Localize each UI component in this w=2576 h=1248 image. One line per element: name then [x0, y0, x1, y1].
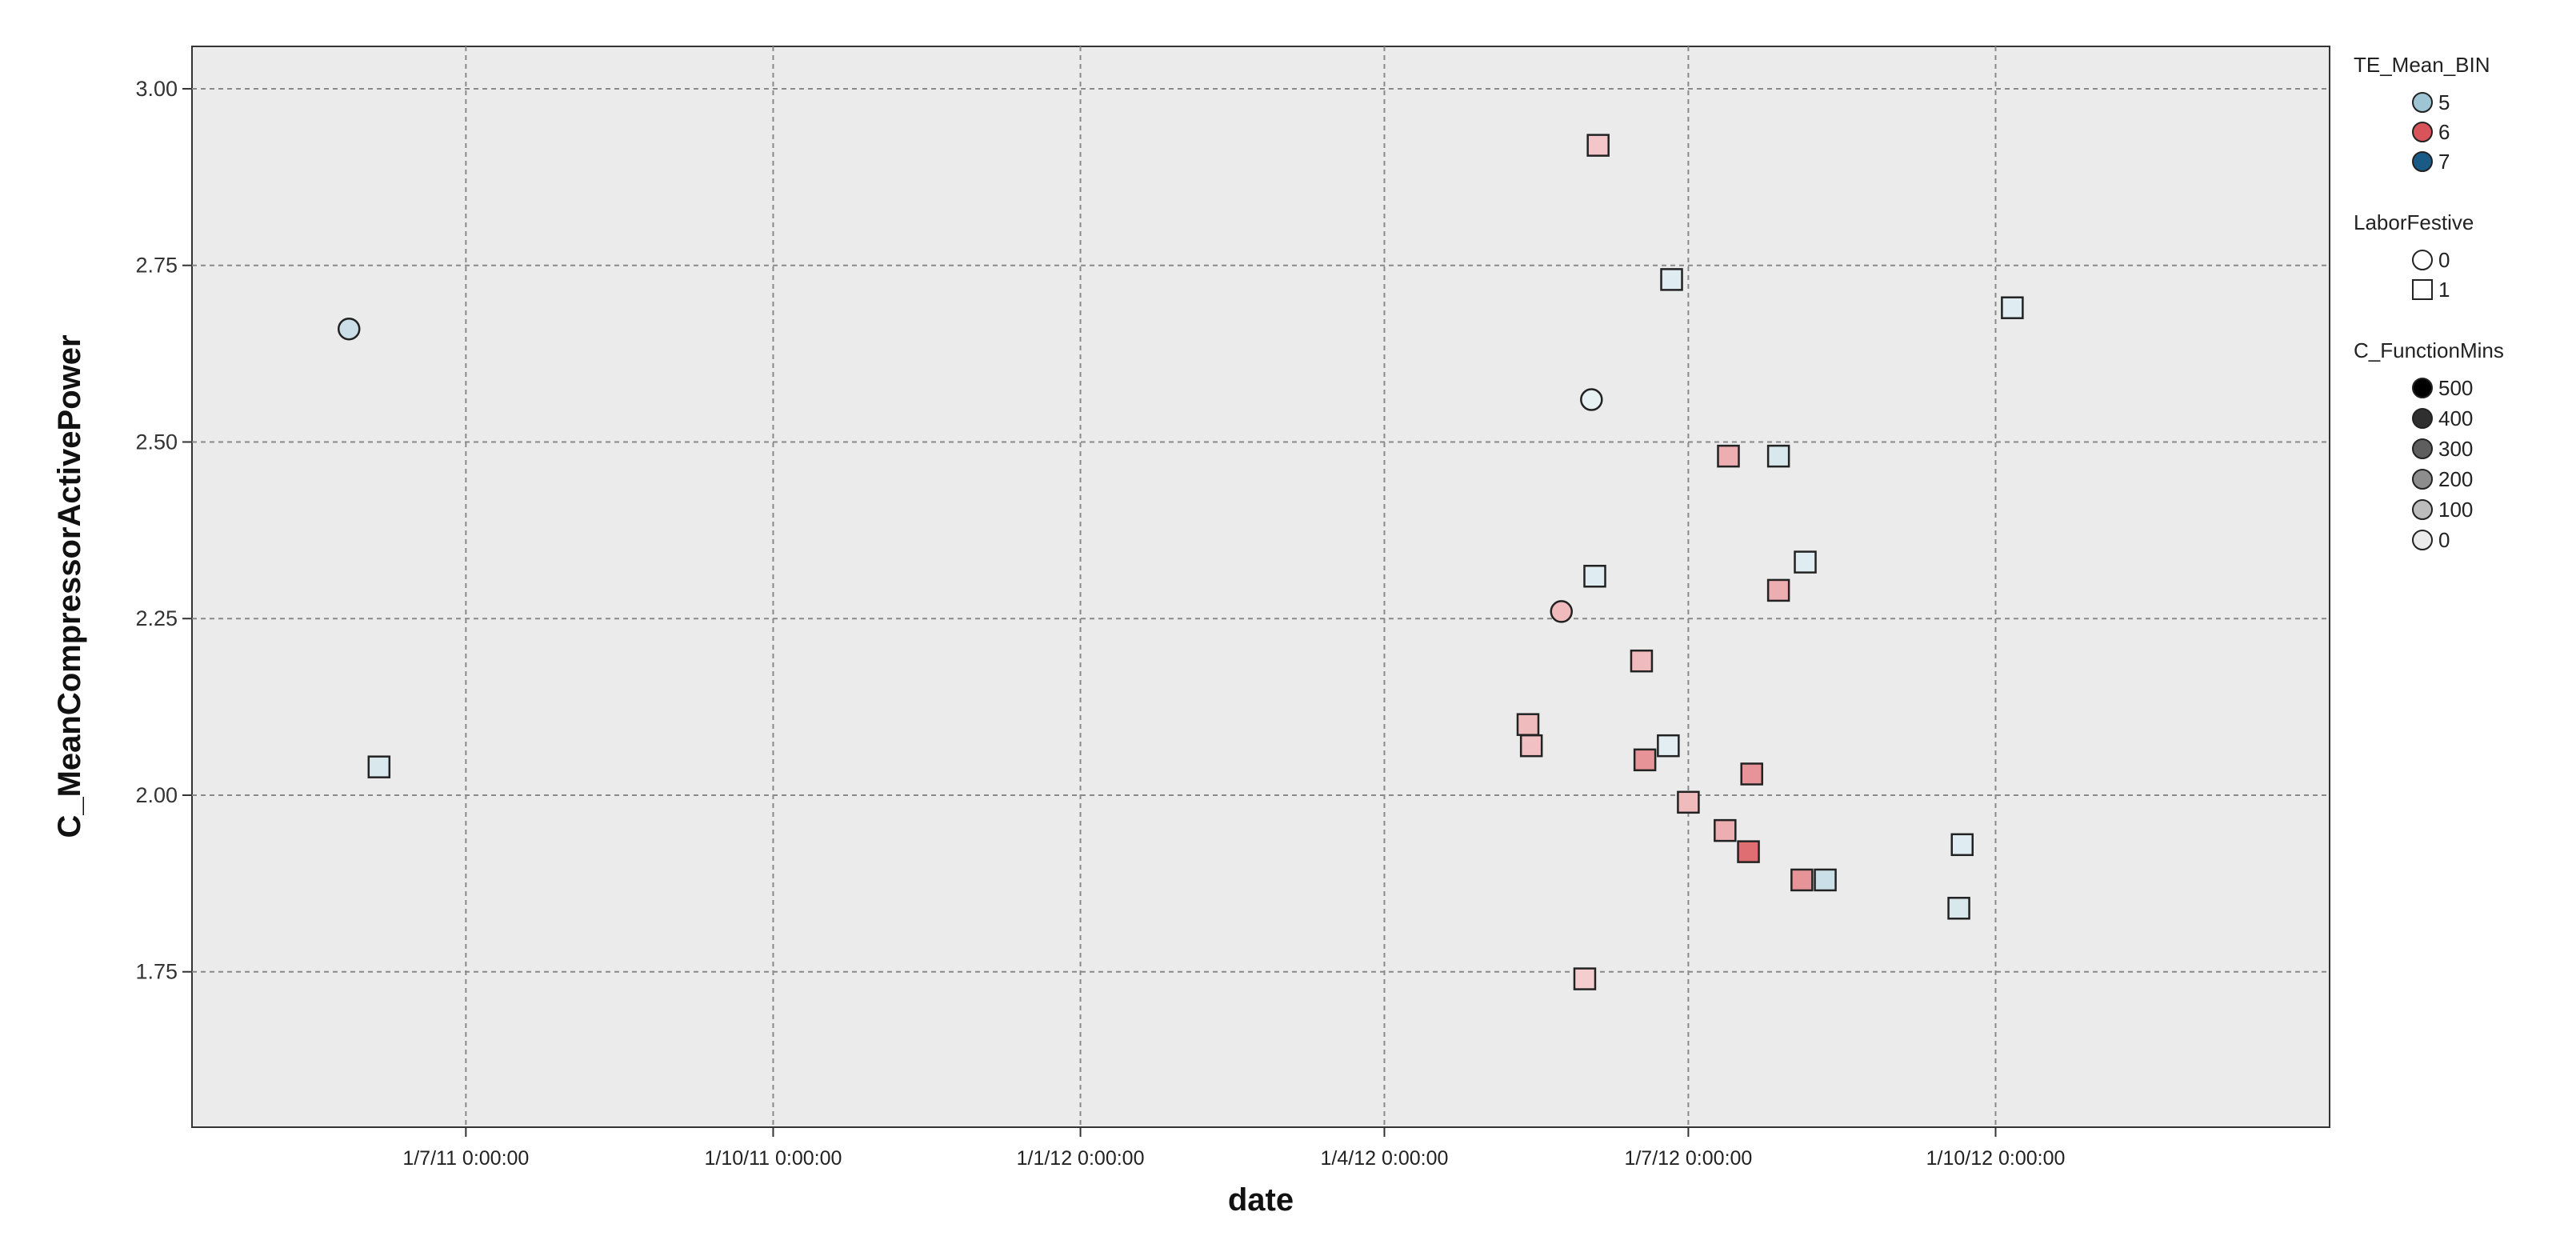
- legend-marker: [2412, 438, 2433, 459]
- y-axis-ticks: 1.75 2.00 2.25 2.50 2.75 3.00: [135, 77, 192, 984]
- legend-item-label: 500: [2438, 376, 2473, 400]
- data-point-square: [1950, 833, 1974, 857]
- data-point-square: [1630, 649, 1654, 673]
- legend-item-label: 200: [2438, 467, 2473, 491]
- legend: TE_Mean_BIN 5 6 7 LaborFestive 0 1 C_FunctionMi…: [2354, 53, 2504, 552]
- data-point-square: [1947, 897, 1970, 920]
- y-tick-label: 2.00: [135, 783, 178, 807]
- data-point-circle: [1550, 600, 1573, 623]
- data-point-square: [1740, 762, 1763, 786]
- y-tick-label: 2.25: [135, 606, 178, 630]
- legend-marker: [2412, 279, 2433, 300]
- legend-marker: [2412, 92, 2433, 113]
- legend-marker: [2412, 469, 2433, 490]
- legend-item-label: 400: [2438, 406, 2473, 430]
- legend-title: LaborFestive: [2354, 210, 2474, 234]
- legend-marker: [2412, 499, 2433, 520]
- y-tick-label: 3.00: [135, 77, 178, 101]
- legend-item-label: 100: [2438, 498, 2473, 522]
- legend-marker: [2412, 151, 2433, 172]
- data-point-circle: [337, 317, 361, 341]
- data-point-square: [1573, 967, 1597, 990]
- plot-area: [191, 46, 2330, 1128]
- data-point-square: [1633, 748, 1657, 772]
- data-points: [337, 134, 2024, 990]
- data-point-square: [2001, 296, 2024, 319]
- legend-item-label: 5: [2438, 90, 2450, 114]
- data-point-square: [1714, 818, 1737, 842]
- x-tick-label: 1/10/11 0:00:00: [704, 1147, 842, 1170]
- data-point-square: [1677, 790, 1700, 814]
- data-point-square: [1516, 713, 1540, 736]
- legend-marker: [2412, 122, 2433, 142]
- data-point-square: [1586, 134, 1610, 157]
- x-tick-label: 1/1/12 0:00:00: [1017, 1147, 1145, 1170]
- legend-title: TE_Mean_BIN: [2354, 53, 2490, 77]
- data-point-square: [1519, 734, 1543, 758]
- data-point-square: [1737, 840, 1760, 863]
- y-tick-label: 1.75: [135, 960, 178, 984]
- x-axis-ticks: 1/7/11 0:00:00 1/10/11 0:00:00 1/1/12 0:00…: [402, 1127, 2065, 1170]
- data-point-square: [1717, 444, 1740, 468]
- data-point-circle: [1580, 388, 1603, 411]
- legend-item-label: 300: [2438, 437, 2473, 461]
- data-point-square: [1583, 565, 1606, 588]
- legend-marker: [2412, 530, 2433, 550]
- x-axis-title: date: [1228, 1182, 1294, 1218]
- data-point-square: [1660, 268, 1683, 291]
- legend-item-label: 7: [2438, 150, 2450, 174]
- y-tick-label: 2.50: [135, 430, 178, 454]
- legend-marker: [2412, 378, 2433, 398]
- data-point-square: [1790, 868, 1814, 892]
- legend-item-label: 0: [2438, 248, 2450, 272]
- legend-item-label: 6: [2438, 120, 2450, 144]
- x-tick-label: 1/7/11 0:00:00: [402, 1147, 529, 1170]
- data-point-square: [1766, 578, 1790, 602]
- x-tick-label: 1/4/12 0:00:00: [1321, 1147, 1449, 1170]
- x-tick-label: 1/7/12 0:00:00: [1624, 1147, 1752, 1170]
- data-point-square: [367, 755, 391, 778]
- grid-lines: [192, 46, 2330, 1127]
- x-tick-label: 1/10/12 0:00:00: [1926, 1147, 2066, 1170]
- data-point-square: [1814, 868, 1837, 892]
- legend-item-label: 1: [2438, 278, 2450, 302]
- data-point-square: [1657, 734, 1680, 758]
- y-tick-label: 2.75: [135, 254, 178, 278]
- legend-title: C_FunctionMins: [2354, 338, 2504, 362]
- data-point-square: [1794, 550, 1817, 574]
- legend-marker: [2412, 408, 2433, 429]
- legend-item-label: 0: [2438, 528, 2450, 552]
- data-point-square: [1766, 444, 1790, 468]
- y-axis-title: C_MeanCompressorActivePower: [52, 334, 87, 838]
- legend-marker: [2412, 250, 2433, 270]
